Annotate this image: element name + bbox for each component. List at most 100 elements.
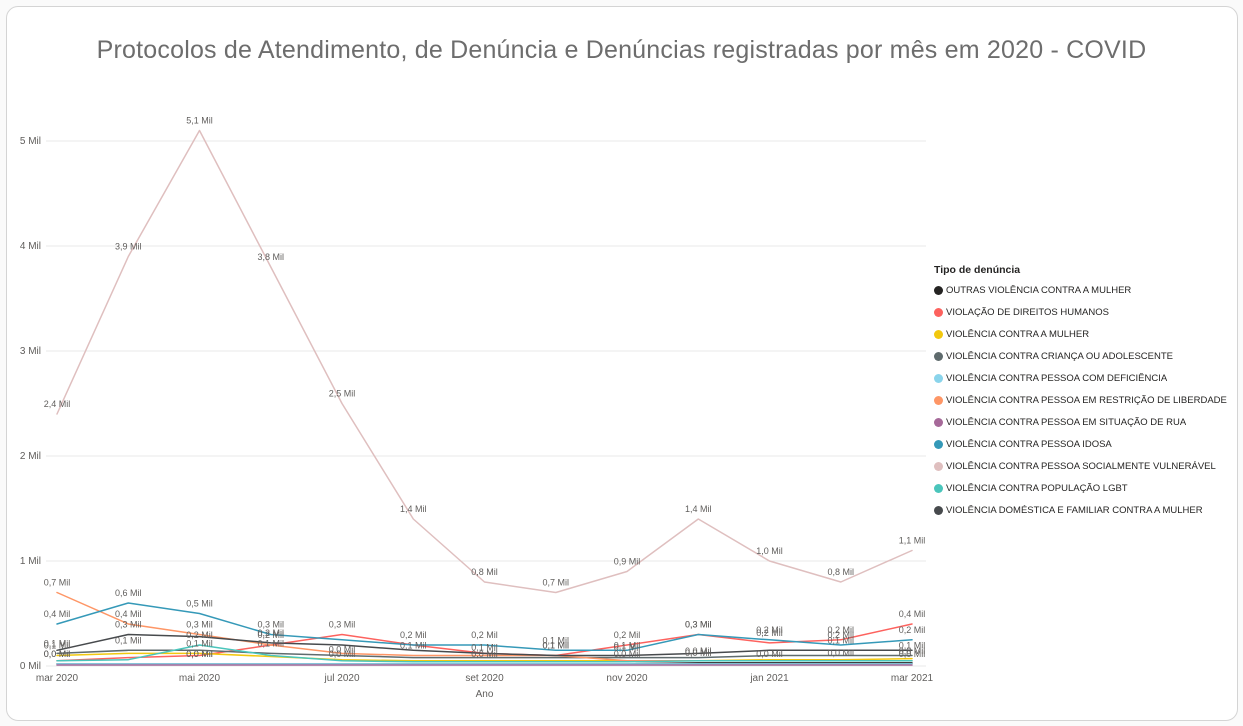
legend-color-dot [934, 286, 943, 295]
data-label: 0,1 Mil [400, 641, 427, 651]
legend-color-dot [934, 308, 943, 317]
data-label: 5,1 Mil [186, 116, 213, 126]
data-label: 0,0 Mil [899, 649, 926, 659]
series-line [56, 633, 913, 657]
x-axis-tick: set 2020 [465, 673, 504, 684]
series-line [56, 129, 913, 594]
legend-item[interactable]: VIOLÊNCIA CONTRA PESSOA EM RESTRIÇÃO DE … [934, 395, 1236, 406]
legend-label: VIOLÊNCIA CONTRA CRIANÇA OU ADOLESCENTE [946, 351, 1173, 362]
legend-label: VIOLÊNCIA CONTRA PESSOA EM RESTRIÇÃO DE … [946, 395, 1227, 406]
legend-label: VIOLAÇÃO DE DIREITOS HUMANOS [946, 307, 1109, 318]
y-axis-tick: 0 Mil [20, 661, 41, 672]
legend-item[interactable]: VIOLÊNCIA CONTRA POPULAÇÃO LGBT [934, 483, 1236, 494]
data-label: 0,8 Mil [471, 567, 498, 577]
data-label: 0,1 Mil [471, 643, 498, 653]
y-axis-tick: 4 Mil [20, 241, 41, 252]
data-label: 1,0 Mil [756, 546, 783, 556]
data-label: 0,1 Mil [44, 641, 71, 651]
data-label: 0,0 Mil [899, 646, 926, 656]
data-label: 0,2 Mil [257, 628, 284, 638]
data-label: 0,1 Mil [542, 641, 569, 651]
data-label: 0,1 Mil [44, 638, 71, 648]
series-line [56, 652, 913, 662]
y-axis-tick: 2 Mil [20, 451, 41, 462]
chart-title: Protocolos de Atendimento, de Denúncia e… [96, 36, 1147, 64]
x-axis-tick: mar 2021 [891, 673, 934, 684]
data-label: 0,0 Mil [329, 649, 356, 659]
data-label: 0,2 Mil [186, 630, 213, 640]
legend-color-dot [934, 506, 943, 515]
legend-item[interactable]: VIOLÊNCIA CONTRA CRIANÇA OU ADOLESCENTE [934, 351, 1236, 362]
series-line [56, 602, 913, 652]
data-label: 0,0 Mil [614, 649, 641, 659]
data-label: 0,0 Mil [756, 649, 783, 659]
data-label: 0,4 Mil [115, 609, 142, 619]
data-label: 0,0 Mil [44, 649, 71, 659]
legend-label: VIOLÊNCIA CONTRA A MULHER [946, 329, 1090, 340]
data-label: 0,2 Mil [614, 630, 641, 640]
legend-items: OUTRAS VIOLÊNCIA CONTRA A MULHER VIOLAÇÃO… [934, 285, 1236, 516]
legend-label: VIOLÊNCIA CONTRA PESSOA COM DEFICIÊNCIA [946, 373, 1168, 384]
data-label: 0,6 Mil [115, 588, 142, 598]
data-label: 1,4 Mil [685, 504, 712, 514]
data-label: 0,1 Mil [542, 635, 569, 645]
data-label: 0,0 Mil [827, 648, 854, 658]
data-label: 0,1 Mil [614, 641, 641, 651]
x-axis-tick: nov 2020 [606, 673, 648, 684]
y-axis-tick: 5 Mil [20, 136, 41, 147]
legend-item[interactable]: VIOLÊNCIA DOMÉSTICA E FAMILIAR CONTRA A … [934, 505, 1236, 516]
data-label: 0,4 Mil [44, 609, 71, 619]
data-label: 0,4 Mil [899, 609, 926, 619]
legend-title: Tipo de denúncia [934, 264, 1021, 276]
data-label: 1,1 Mil [899, 536, 926, 546]
legend-item[interactable]: VIOLAÇÃO DE DIREITOS HUMANOS [934, 307, 1236, 318]
legend-item[interactable]: VIOLÊNCIA CONTRA PESSOA SOCIALMENTE VULN… [934, 461, 1236, 472]
y-axis-tick: 1 Mil [20, 556, 41, 567]
legend-item[interactable]: VIOLÊNCIA CONTRA A MULHER [934, 329, 1236, 340]
legend-item[interactable]: VIOLÊNCIA CONTRA PESSOA EM SITUAÇÃO DE R… [934, 417, 1236, 428]
data-label: 0,1 Mil [542, 641, 569, 651]
legend-color-dot [934, 440, 943, 449]
data-label: 0,0 Mil [186, 649, 213, 659]
data-label: 0,9 Mil [614, 557, 641, 567]
data-label: 1,4 Mil [400, 504, 427, 514]
data-label: 0,0 Mil [44, 649, 71, 659]
data-label: 0,0 Mil [329, 645, 356, 655]
data-label: 0,0 Mil [471, 649, 498, 659]
legend-color-dot [934, 374, 943, 383]
legend-item[interactable]: VIOLÊNCIA CONTRA PESSOA IDOSA [934, 439, 1236, 450]
legend-label: VIOLÊNCIA CONTRA POPULAÇÃO LGBT [946, 483, 1128, 494]
legend-color-dot [934, 352, 943, 361]
legend-color-dot [934, 396, 943, 405]
data-label: 0,3 Mil [257, 620, 284, 630]
data-label: 0,3 Mil [329, 620, 356, 630]
data-label: 3,8 Mil [257, 252, 284, 262]
data-label: 0,2 Mil [756, 625, 783, 635]
legend-label: VIOLÊNCIA CONTRA PESSOA IDOSA [946, 439, 1112, 450]
legend-label: VIOLÊNCIA DOMÉSTICA E FAMILIAR CONTRA A … [946, 505, 1203, 516]
x-axis-tick: mar 2020 [36, 673, 79, 684]
data-label: 2,5 Mil [329, 389, 356, 399]
data-label: 0,1 Mil [186, 638, 213, 648]
data-label: 0,0 Mil [186, 649, 213, 659]
data-label: 0,3 Mil [685, 620, 712, 630]
data-label: 0,2 Mil [827, 625, 854, 635]
data-label: 0,1 Mil [827, 635, 854, 645]
visual-card [6, 6, 1238, 721]
data-label: 3,9 Mil [115, 242, 142, 252]
data-label: 0,7 Mil [542, 578, 569, 588]
data-label: 0,2 Mil [257, 630, 284, 640]
legend-item[interactable]: OUTRAS VIOLÊNCIA CONTRA A MULHER [934, 285, 1236, 296]
data-label: 0,8 Mil [827, 567, 854, 577]
x-axis-tick: jul 2020 [323, 673, 359, 684]
y-axis-tick: 3 Mil [20, 346, 41, 357]
data-label: 0,3 Mil [685, 620, 712, 630]
data-label: 0,1 Mil [614, 643, 641, 653]
legend-label: VIOLÊNCIA CONTRA PESSOA EM SITUAÇÃO DE R… [946, 417, 1187, 428]
legend-item[interactable]: VIOLÊNCIA CONTRA PESSOA COM DEFICIÊNCIA [934, 373, 1236, 384]
legend-label: VIOLÊNCIA CONTRA PESSOA SOCIALMENTE VULN… [946, 461, 1216, 472]
data-label: 0,2 Mil [756, 628, 783, 638]
series-line [56, 649, 913, 659]
series-line [56, 644, 913, 663]
